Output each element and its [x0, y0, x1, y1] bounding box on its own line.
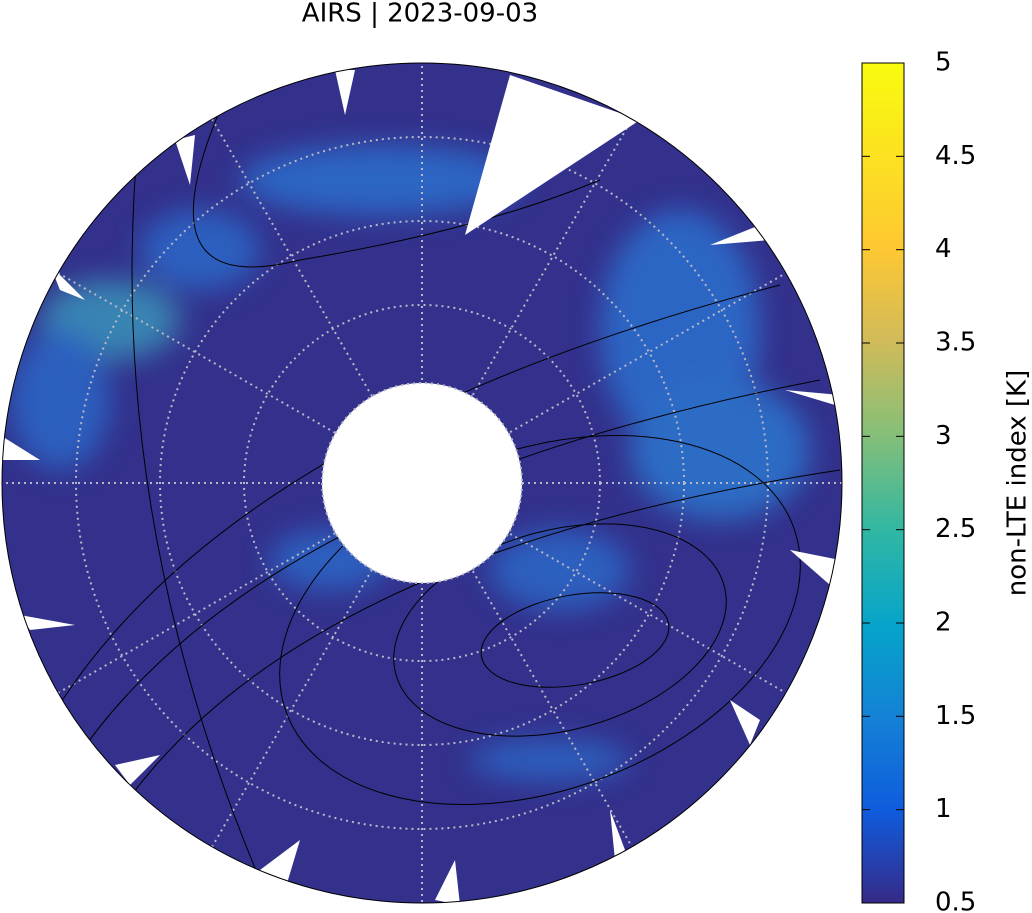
tick-label: 1 [935, 794, 952, 824]
tick-label: 4 [935, 234, 952, 264]
map-title: AIRS | 2023-09-03 [302, 0, 538, 29]
pole-hole [322, 383, 522, 583]
tick-label: 3 [935, 421, 952, 451]
tick-label: 2.5 [935, 514, 976, 544]
map [2, 63, 842, 903]
tick-label: 0.5 [935, 888, 976, 913]
tick-label: 2 [935, 608, 952, 638]
tick-label: 1.5 [935, 701, 976, 731]
tick-label: 4.5 [935, 141, 976, 171]
map-border [1, 62, 843, 904]
tick-label: 3.5 [935, 328, 976, 358]
data-gaps [2, 70, 840, 903]
tick-label: 5 [935, 48, 952, 78]
colorbar-ticks: 0.5 1 1.5 2 2.5 3 3.5 4 4.5 5 [862, 48, 976, 913]
colorbar [861, 62, 905, 904]
colorbar-label: non-LTE index [K] [1003, 370, 1032, 596]
